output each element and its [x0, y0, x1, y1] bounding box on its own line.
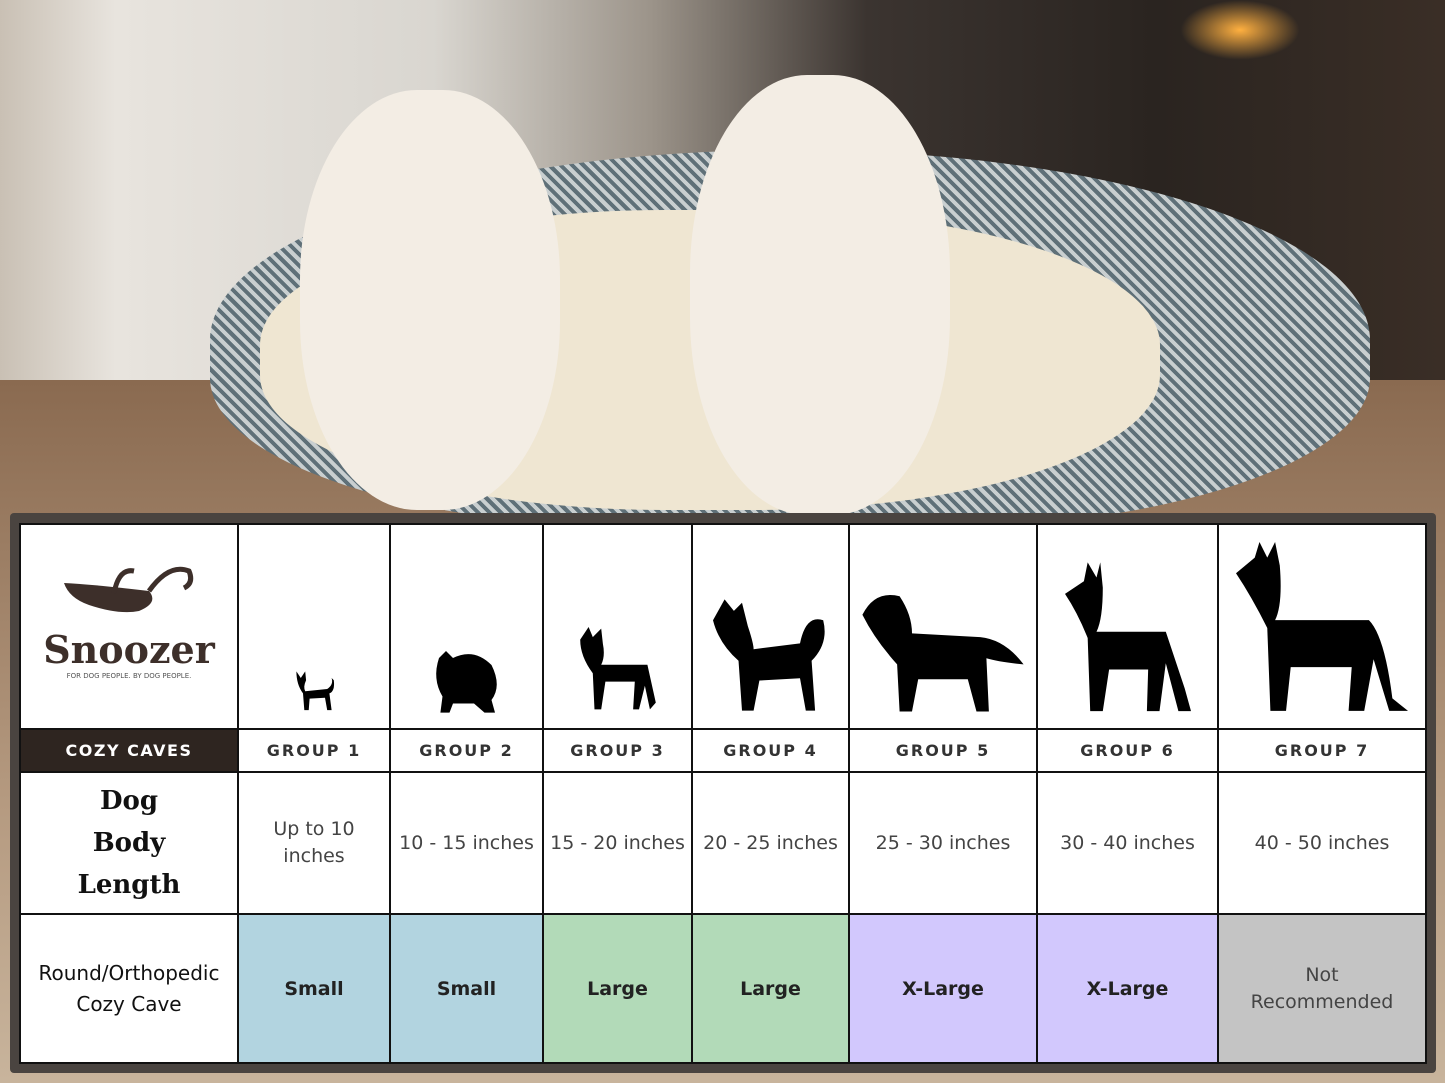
pomeranian-silhouette-icon: [435, 651, 497, 713]
length-value: Up to 10 inches: [237, 771, 391, 915]
size-recommendation: Not Recommended: [1217, 913, 1427, 1064]
group-2-image: [389, 523, 544, 730]
group-3-image: [542, 523, 693, 730]
product-row-label: Round/Orthopedic Cozy Cave: [19, 913, 239, 1064]
length-value: 20 - 25 inches: [691, 771, 850, 915]
group-label: GROUP 1: [237, 728, 391, 773]
group-label: GROUP 7: [1217, 728, 1427, 773]
fireplace: [1180, 0, 1300, 60]
shiba-silhouette-icon: [712, 599, 825, 711]
group-6-image: [1036, 523, 1219, 730]
golden-retriever-silhouette-icon: [862, 594, 1024, 712]
size-recommendation: X-Large: [1036, 913, 1219, 1064]
group-label: GROUP 2: [389, 728, 544, 773]
brand-name: Snoozer: [43, 627, 215, 672]
group-1-image: [237, 523, 391, 730]
great-dane-silhouette-icon: [1236, 542, 1408, 711]
length-value: 25 - 30 inches: [848, 771, 1038, 915]
group-label: GROUP 4: [691, 728, 850, 773]
group-label: GROUP 3: [542, 728, 693, 773]
doberman-silhouette-icon: [1064, 562, 1191, 712]
length-value: 15 - 20 inches: [542, 771, 693, 915]
group-4-image: [691, 523, 850, 730]
length-value: 40 - 50 inches: [1217, 771, 1427, 915]
group-5-image: [848, 523, 1038, 730]
dog-right: [690, 75, 950, 515]
length-row-label: Dog Body Length: [19, 771, 239, 915]
size-recommendation: Small: [389, 913, 544, 1064]
group-label: GROUP 6: [1036, 728, 1219, 773]
logo-cell: Snoozer FOR DOG PEOPLE. BY DOG PEOPLE.: [19, 523, 239, 730]
size-recommendation: Small: [237, 913, 391, 1064]
length-value: 10 - 15 inches: [389, 771, 544, 915]
size-recommendation: X-Large: [848, 913, 1038, 1064]
boston-terrier-silhouette-icon: [579, 627, 656, 710]
size-chart: Snoozer FOR DOG PEOPLE. BY DOG PEOPLE. C…: [19, 523, 1427, 1064]
size-recommendation: Large: [691, 913, 850, 1064]
brand-tagline: FOR DOG PEOPLE. BY DOG PEOPLE.: [66, 672, 192, 680]
group-7-image: [1217, 523, 1427, 730]
length-value: 30 - 40 inches: [1036, 771, 1219, 915]
dog-left: [300, 90, 560, 510]
size-recommendation: Large: [542, 913, 693, 1064]
product-line-header: COZY CAVES: [19, 728, 239, 773]
group-label: GROUP 5: [848, 728, 1038, 773]
snoozer-dog-logo: [64, 566, 194, 613]
chihuahua-silhouette-icon: [296, 671, 335, 711]
